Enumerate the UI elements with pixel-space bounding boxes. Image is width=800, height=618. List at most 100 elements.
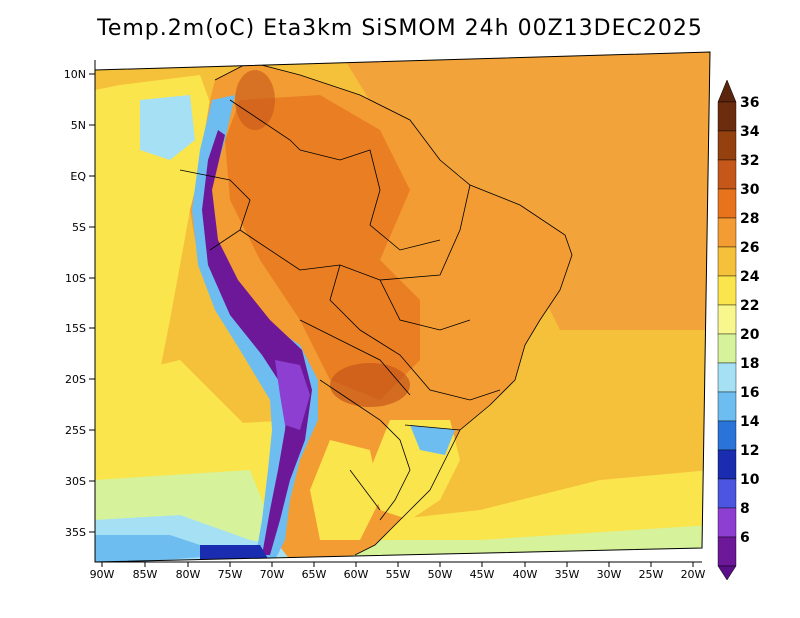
lon-label-35w: 35W (555, 568, 580, 581)
lat-label-eq: EQ (70, 170, 86, 183)
colorbar-cells (717, 101, 737, 567)
lat-tick-30s: 30S (65, 475, 95, 488)
colorbar-cell (717, 449, 737, 480)
lon-label-70w: 70W (260, 568, 285, 581)
altiplano-cold (275, 360, 310, 430)
far-south-cold-waters (95, 535, 230, 562)
andes-core (202, 130, 312, 555)
colorbar-bottom-arrow (717, 565, 737, 581)
lon-tick-60w: 60W (344, 562, 369, 581)
argentina-mild (310, 440, 380, 540)
lat-label-10n: 10N (64, 68, 86, 81)
lon-label-40w: 40W (513, 568, 538, 581)
lon-tick-50w: 50W (428, 562, 453, 581)
lat-label-5n: 5N (71, 119, 86, 132)
map-title: Temp.2m(oC) Eta3km SiSMOM 24h 00Z13DEC20… (97, 16, 703, 41)
lon-label-25w: 25W (639, 568, 664, 581)
lon-label-65w: 65W (302, 568, 327, 581)
lon-tick-40w: 40W (513, 562, 538, 581)
colorbar-label: 34 (740, 124, 760, 140)
lat-tick-5s: 5S (72, 221, 95, 234)
lon-tick-55w: 55W (386, 562, 411, 581)
lat-tick-5n: 5N (71, 119, 95, 132)
colorbar-label: 26 (740, 240, 759, 256)
lon-label-45w: 45W (470, 568, 495, 581)
colorbar-cell (717, 101, 737, 132)
colorbar-label: 22 (740, 298, 759, 314)
colorbar-label: 6 (740, 530, 750, 546)
colorbar-cell (717, 420, 737, 451)
colorbar-label: 32 (740, 153, 759, 169)
colorbar-labels: 36 34 32 30 28 26 24 22 20 18 16 14 12 10 8 6 (740, 95, 760, 546)
lon-label-60w: 60W (344, 568, 369, 581)
colorbar-label: 10 (740, 472, 760, 488)
colorbar-label: 8 (740, 501, 750, 517)
lon-tick-75w: 75W (218, 562, 243, 581)
colorbar-label: 12 (740, 443, 759, 459)
lon-label-50w: 50W (428, 568, 453, 581)
lat-tick-10n: 10N (64, 68, 95, 81)
colorbar-cell (717, 159, 737, 190)
lat-tick-20s: 20S (65, 373, 95, 386)
lon-label-80w: 80W (176, 568, 201, 581)
colorbar-label: 16 (740, 385, 759, 401)
lat-tick-25s: 25S (65, 424, 95, 437)
lat-label-35s: 35S (65, 526, 86, 539)
lon-label-20w: 20W (681, 568, 706, 581)
colorbar-cell (717, 188, 737, 219)
lon-label-55w: 55W (386, 568, 411, 581)
lat-tick-15s: 15S (65, 322, 95, 335)
colorbar-cell (717, 304, 737, 335)
lat-tick-35s: 35S (65, 526, 95, 539)
lat-tick-10s: 10S (65, 272, 95, 285)
lon-label-90w: 90W (90, 568, 115, 581)
south-brazil-cool (410, 425, 455, 455)
lon-tick-80w: 80W (176, 562, 201, 581)
colorbar-label: 28 (740, 211, 759, 227)
pacific-cold-patch (140, 95, 195, 160)
colorbar-cell (717, 275, 737, 306)
lon-tick-90w: 90W (90, 562, 115, 581)
colorbar-cell (717, 217, 737, 248)
hot-spot (330, 363, 410, 407)
lon-tick-25w: 25W (639, 562, 664, 581)
pacific-south-region (95, 360, 260, 470)
colorbar-cell (717, 478, 737, 509)
interior-hot-region (225, 95, 420, 400)
lon-axis: 90W 85W 80W 75W 70W 65W 60W 55W 50W 45W … (90, 562, 706, 581)
temperature-field (95, 52, 710, 562)
north-hot-spot (235, 70, 275, 130)
lat-label-10s: 10S (65, 272, 86, 285)
lon-tick-70w: 70W (260, 562, 285, 581)
lat-label-15s: 15S (65, 322, 86, 335)
colorbar-cell (717, 507, 737, 538)
colorbar-cell (717, 362, 737, 393)
atlantic-warm-region (340, 52, 710, 330)
colorbar-cell (717, 130, 737, 161)
colorbar-top-arrow (717, 79, 737, 103)
lon-tick-35w: 35W (555, 562, 580, 581)
colorbar-label: 18 (740, 356, 759, 372)
lon-label-75w: 75W (218, 568, 243, 581)
colorbar-label: 30 (740, 182, 760, 198)
lon-tick-65w: 65W (302, 562, 327, 581)
colorbar-cell (717, 246, 737, 277)
country-borders (179, 61, 573, 556)
colorbar-cell (717, 536, 737, 567)
lon-label-85w: 85W (133, 568, 158, 581)
colorbar-label: 20 (740, 327, 760, 343)
lon-tick-20w: 20W (681, 562, 706, 581)
lat-label-20s: 20S (65, 373, 86, 386)
colorbar-label: 36 (740, 95, 759, 111)
pacific-cool-region (95, 75, 220, 420)
colorbar-label: 24 (740, 269, 760, 285)
far-south-edge (200, 545, 270, 562)
colorbar-label: 14 (740, 414, 760, 430)
lat-label-30s: 30S (65, 475, 86, 488)
lon-label-30w: 30W (597, 568, 622, 581)
lon-tick-30w: 30W (597, 562, 622, 581)
colorbar-cell (717, 391, 737, 422)
lat-label-5s: 5S (72, 221, 86, 234)
colorbar: 36 34 32 30 28 26 24 22 20 18 16 14 12 10 8 6 (717, 79, 760, 581)
